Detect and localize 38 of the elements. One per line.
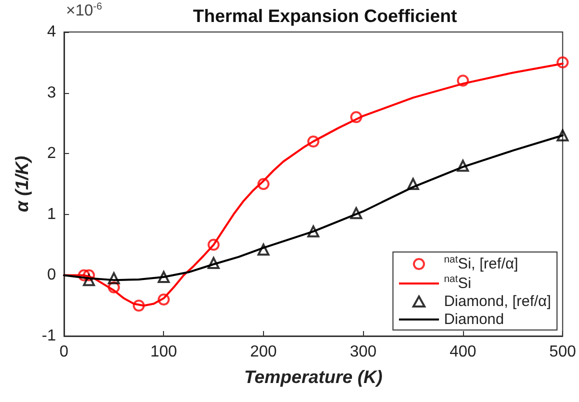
point bbox=[456, 160, 469, 172]
point bbox=[456, 74, 469, 87]
point bbox=[307, 135, 320, 148]
point bbox=[158, 294, 170, 306]
point bbox=[257, 178, 270, 190]
point bbox=[78, 269, 90, 282]
point bbox=[158, 271, 170, 284]
point bbox=[350, 207, 362, 220]
x-axis-title: Temperature (K) bbox=[244, 367, 383, 387]
x-tick-label: 200 bbox=[250, 344, 277, 360]
point bbox=[556, 56, 569, 68]
point bbox=[82, 269, 95, 282]
point bbox=[556, 129, 569, 142]
point bbox=[208, 257, 220, 270]
legend-label: Diamond, [ref/α] bbox=[444, 293, 552, 310]
y-tick-label: 2 bbox=[47, 145, 56, 162]
x-tick-label: 100 bbox=[150, 344, 178, 360]
point bbox=[82, 274, 95, 286]
legend-label: Diamond bbox=[444, 311, 504, 328]
y-tick-label: 3 bbox=[47, 84, 56, 102]
y-tick-label: 1 bbox=[47, 206, 56, 223]
y-tick-label: 4 bbox=[47, 24, 56, 40]
point bbox=[350, 111, 362, 124]
y-tick-label: -1 bbox=[42, 328, 56, 344]
point bbox=[108, 281, 120, 294]
y-axis-title: α (1/K) bbox=[12, 156, 32, 212]
x-tick-label: 400 bbox=[450, 344, 476, 360]
point bbox=[108, 272, 120, 284]
x-tick-label: 500 bbox=[549, 344, 576, 360]
x-tick-label: 0 bbox=[60, 344, 69, 360]
chart-title: Thermal Expansion Coefficient bbox=[192, 6, 458, 26]
point bbox=[257, 244, 270, 256]
x-tick-label: 300 bbox=[350, 344, 377, 360]
y-tick-label: 0 bbox=[47, 266, 56, 284]
point bbox=[208, 238, 220, 251]
point bbox=[132, 300, 145, 312]
point bbox=[407, 178, 420, 190]
point bbox=[307, 225, 320, 238]
